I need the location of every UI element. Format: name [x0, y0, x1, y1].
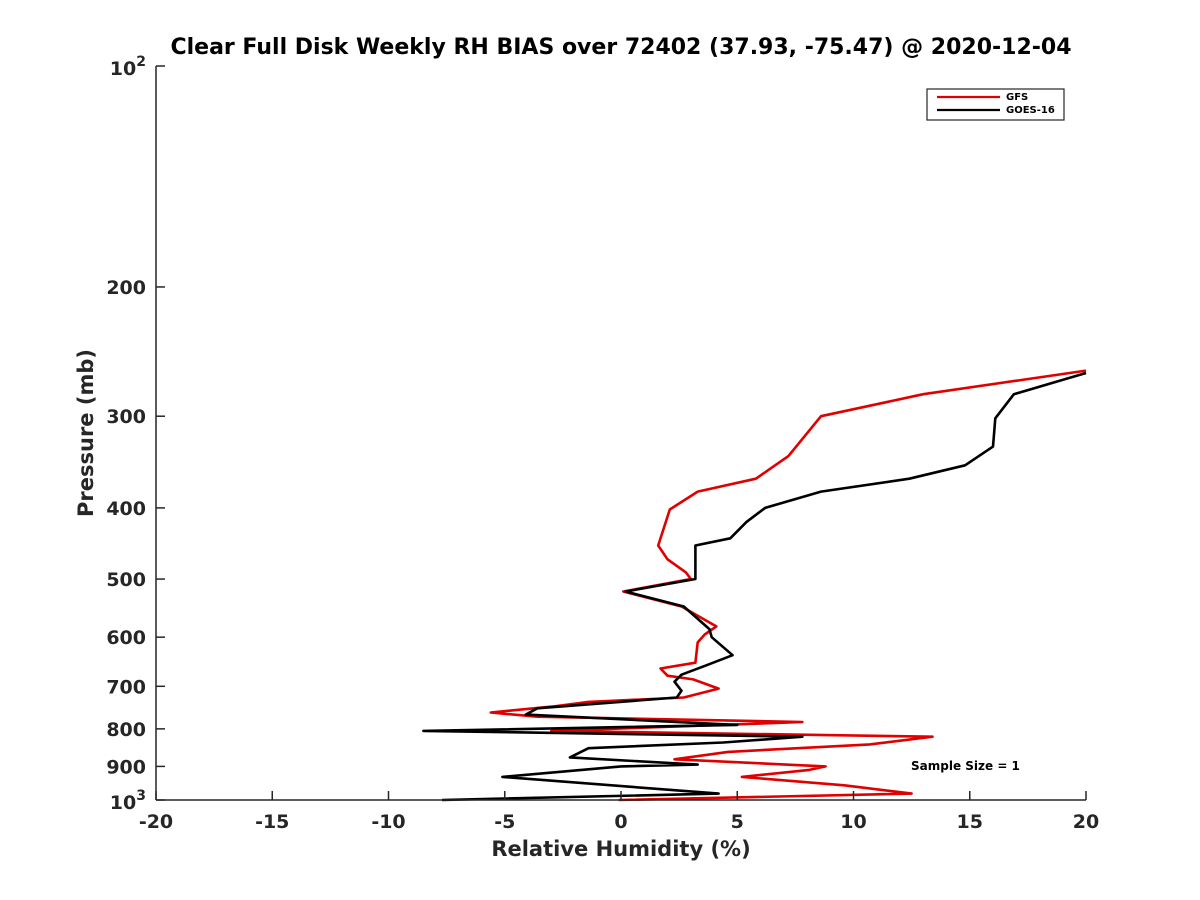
y-tick-label: 400 [106, 498, 146, 520]
series-group [422, 369, 1087, 802]
y-tick-exponent: 2 [136, 54, 146, 70]
y-tick-label: 600 [106, 627, 146, 649]
x-tick-label: 5 [731, 811, 744, 833]
y-axis-label: Pressure (mb) [74, 349, 98, 517]
plot-area: -20 -15 -10 -5 0 5 10 15 20 10220030040050060070… [106, 54, 1099, 833]
legend-label-goes16: GOES-16 [1006, 105, 1055, 116]
legend-label-gfs: GFS [1006, 92, 1028, 103]
x-tick-label: -20 [139, 811, 173, 833]
y-tick-label: 500 [106, 569, 146, 591]
x-tick-label: -5 [494, 811, 515, 833]
x-axis-ticks: -20 -15 -10 -5 0 5 10 15 20 [139, 791, 1099, 833]
legend: GFS GOES-16 [926, 88, 1065, 121]
x-tick-label: 10 [840, 811, 866, 833]
y-tick-exponent: 3 [136, 788, 146, 804]
x-tick-label: 20 [1073, 811, 1099, 833]
y-tick-label: 200 [106, 277, 146, 299]
sample-size-annotation: Sample Size = 1 [911, 759, 1020, 773]
y-tick-label: 800 [106, 719, 146, 741]
y-tick-label-power: 102 [110, 54, 146, 80]
x-axis-label: Relative Humidity (%) [491, 837, 750, 861]
y-tick-label: 300 [106, 406, 146, 428]
legend-box [926, 88, 1065, 121]
y-tick-label: 700 [106, 676, 146, 698]
y-tick-base: 10 [110, 58, 136, 80]
series-line-goes16 [422, 371, 1087, 802]
y-tick-base: 10 [110, 792, 136, 814]
y-tick-label: 900 [106, 756, 146, 778]
x-tick-label: -10 [371, 811, 405, 833]
x-tick-label: 15 [957, 811, 983, 833]
y-tick-label-power: 103 [110, 788, 146, 814]
chart-title: Clear Full Disk Weekly RH BIAS over 7240… [170, 35, 1071, 60]
x-tick-label: 0 [614, 811, 627, 833]
x-tick-label: -15 [255, 811, 289, 833]
